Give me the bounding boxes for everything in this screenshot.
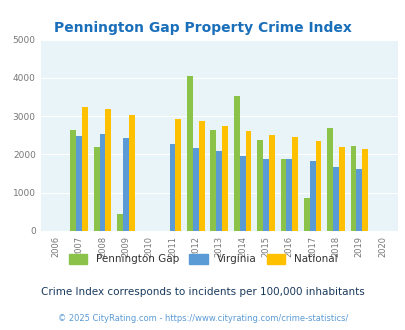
Bar [222,126,228,231]
Text: © 2025 CityRating.com - https://www.cityrating.com/crime-statistics/: © 2025 CityRating.com - https://www.city… [58,314,347,323]
Bar [198,121,204,231]
Bar [303,198,309,231]
Bar [82,107,87,231]
Bar [309,161,315,231]
Bar [332,167,338,231]
Bar [292,137,297,231]
Bar [123,138,128,231]
Text: Pennington Gap Property Crime Index: Pennington Gap Property Crime Index [54,21,351,35]
Bar [210,130,216,231]
Bar [169,145,175,231]
Bar [356,169,361,231]
Bar [239,155,245,231]
Bar [105,109,111,231]
Bar [326,128,332,231]
Bar [233,96,239,231]
Bar [192,148,198,231]
Bar [361,149,367,231]
Bar [76,136,82,231]
Bar [350,146,356,231]
Bar [245,131,251,231]
Bar [280,159,286,231]
Bar [338,147,344,231]
Text: Crime Index corresponds to incidents per 100,000 inhabitants: Crime Index corresponds to incidents per… [41,287,364,297]
Bar [187,76,192,231]
Bar [268,135,274,231]
Bar [99,134,105,231]
Bar [128,115,134,231]
Bar [70,130,76,231]
Bar [175,119,181,231]
Bar [216,151,222,231]
Bar [117,214,123,231]
Bar [94,147,99,231]
Bar [256,140,262,231]
Bar [315,141,321,231]
Bar [286,159,292,231]
Legend: Pennington Gap, Virginia, National: Pennington Gap, Virginia, National [65,251,340,268]
Bar [262,159,268,231]
